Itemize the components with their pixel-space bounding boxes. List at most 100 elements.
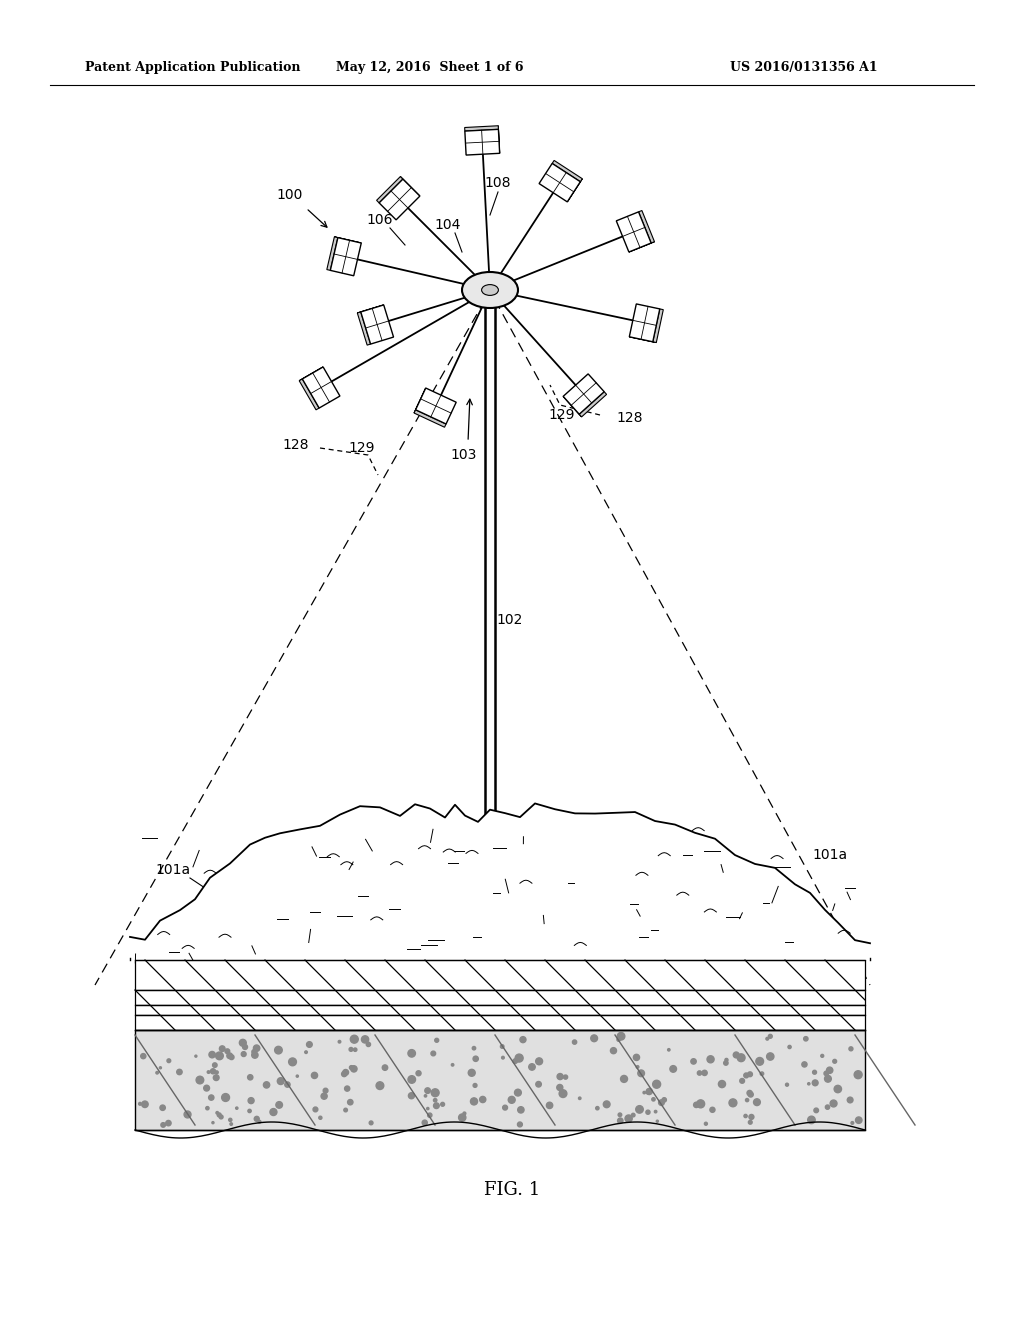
Circle shape (177, 1069, 182, 1074)
Circle shape (342, 1072, 347, 1077)
Circle shape (632, 1113, 635, 1117)
Circle shape (835, 1085, 842, 1093)
Circle shape (743, 1073, 749, 1078)
Polygon shape (416, 388, 457, 424)
Polygon shape (379, 180, 420, 220)
Circle shape (343, 1069, 348, 1076)
Circle shape (345, 1086, 350, 1092)
Circle shape (785, 1084, 788, 1086)
Circle shape (668, 1048, 670, 1051)
Circle shape (184, 1111, 191, 1118)
Circle shape (212, 1122, 214, 1123)
Circle shape (643, 1092, 645, 1094)
Circle shape (285, 1082, 290, 1088)
Circle shape (501, 1044, 504, 1048)
Text: 103: 103 (451, 447, 477, 462)
Circle shape (347, 1100, 353, 1105)
Circle shape (479, 1097, 485, 1102)
Polygon shape (327, 236, 338, 271)
Circle shape (207, 1071, 210, 1073)
Circle shape (515, 1055, 523, 1063)
Circle shape (514, 1089, 521, 1096)
Circle shape (696, 1100, 705, 1107)
Circle shape (473, 1084, 477, 1088)
Polygon shape (616, 213, 651, 252)
Circle shape (670, 1065, 677, 1072)
Text: 129: 129 (349, 441, 375, 455)
Circle shape (248, 1098, 254, 1104)
Bar (135, 1015, 865, 1030)
Circle shape (216, 1111, 218, 1114)
Circle shape (616, 1038, 621, 1041)
Circle shape (812, 1080, 818, 1086)
Circle shape (353, 1048, 357, 1052)
Circle shape (693, 1102, 699, 1107)
Polygon shape (563, 396, 582, 417)
Circle shape (825, 1105, 829, 1109)
Circle shape (719, 1081, 726, 1088)
Circle shape (724, 1061, 728, 1065)
Circle shape (140, 1053, 145, 1059)
Polygon shape (552, 161, 583, 182)
Circle shape (560, 1094, 562, 1096)
Polygon shape (360, 305, 393, 345)
Circle shape (435, 1039, 438, 1043)
Polygon shape (465, 129, 500, 154)
Circle shape (559, 1090, 567, 1097)
Polygon shape (357, 312, 371, 345)
Circle shape (654, 1110, 656, 1113)
Circle shape (646, 1089, 652, 1094)
Polygon shape (465, 125, 499, 131)
Text: 128: 128 (283, 438, 309, 451)
Polygon shape (630, 304, 659, 342)
Circle shape (428, 1113, 432, 1117)
Circle shape (821, 1055, 823, 1057)
Text: 129: 129 (549, 408, 575, 422)
Circle shape (547, 1102, 553, 1109)
Circle shape (243, 1044, 248, 1049)
Circle shape (768, 1035, 772, 1039)
Circle shape (416, 1071, 421, 1076)
Circle shape (754, 1098, 761, 1106)
Circle shape (508, 1097, 515, 1104)
Circle shape (518, 1106, 524, 1113)
Polygon shape (629, 242, 654, 252)
Circle shape (440, 1102, 444, 1106)
Circle shape (248, 1074, 253, 1080)
Circle shape (636, 1106, 643, 1113)
Circle shape (422, 1121, 427, 1125)
Circle shape (517, 1122, 522, 1127)
Text: May 12, 2016  Sheet 1 of 6: May 12, 2016 Sheet 1 of 6 (336, 62, 523, 74)
Circle shape (229, 1055, 234, 1060)
Circle shape (242, 1052, 246, 1056)
Circle shape (344, 1109, 347, 1111)
Circle shape (513, 1059, 517, 1064)
Polygon shape (331, 238, 361, 276)
Circle shape (851, 1122, 854, 1125)
Circle shape (787, 1045, 792, 1048)
Circle shape (338, 1040, 341, 1043)
Circle shape (656, 1121, 658, 1122)
Polygon shape (567, 178, 583, 202)
Circle shape (166, 1121, 171, 1126)
Circle shape (361, 1036, 369, 1043)
Circle shape (502, 1056, 504, 1059)
Circle shape (370, 1121, 373, 1125)
Polygon shape (357, 305, 384, 313)
Circle shape (219, 1115, 223, 1119)
Circle shape (227, 1053, 232, 1059)
Circle shape (289, 1057, 296, 1065)
Circle shape (351, 1065, 357, 1072)
Circle shape (802, 1061, 807, 1067)
Circle shape (305, 1051, 307, 1053)
Text: FIG. 1: FIG. 1 (484, 1181, 540, 1199)
Text: 106: 106 (367, 213, 393, 227)
Circle shape (536, 1081, 542, 1088)
Circle shape (808, 1117, 815, 1123)
Circle shape (452, 1064, 454, 1067)
Circle shape (658, 1100, 665, 1105)
Circle shape (707, 1056, 714, 1063)
Ellipse shape (481, 285, 499, 296)
Circle shape (579, 1097, 581, 1100)
Circle shape (367, 1043, 371, 1047)
